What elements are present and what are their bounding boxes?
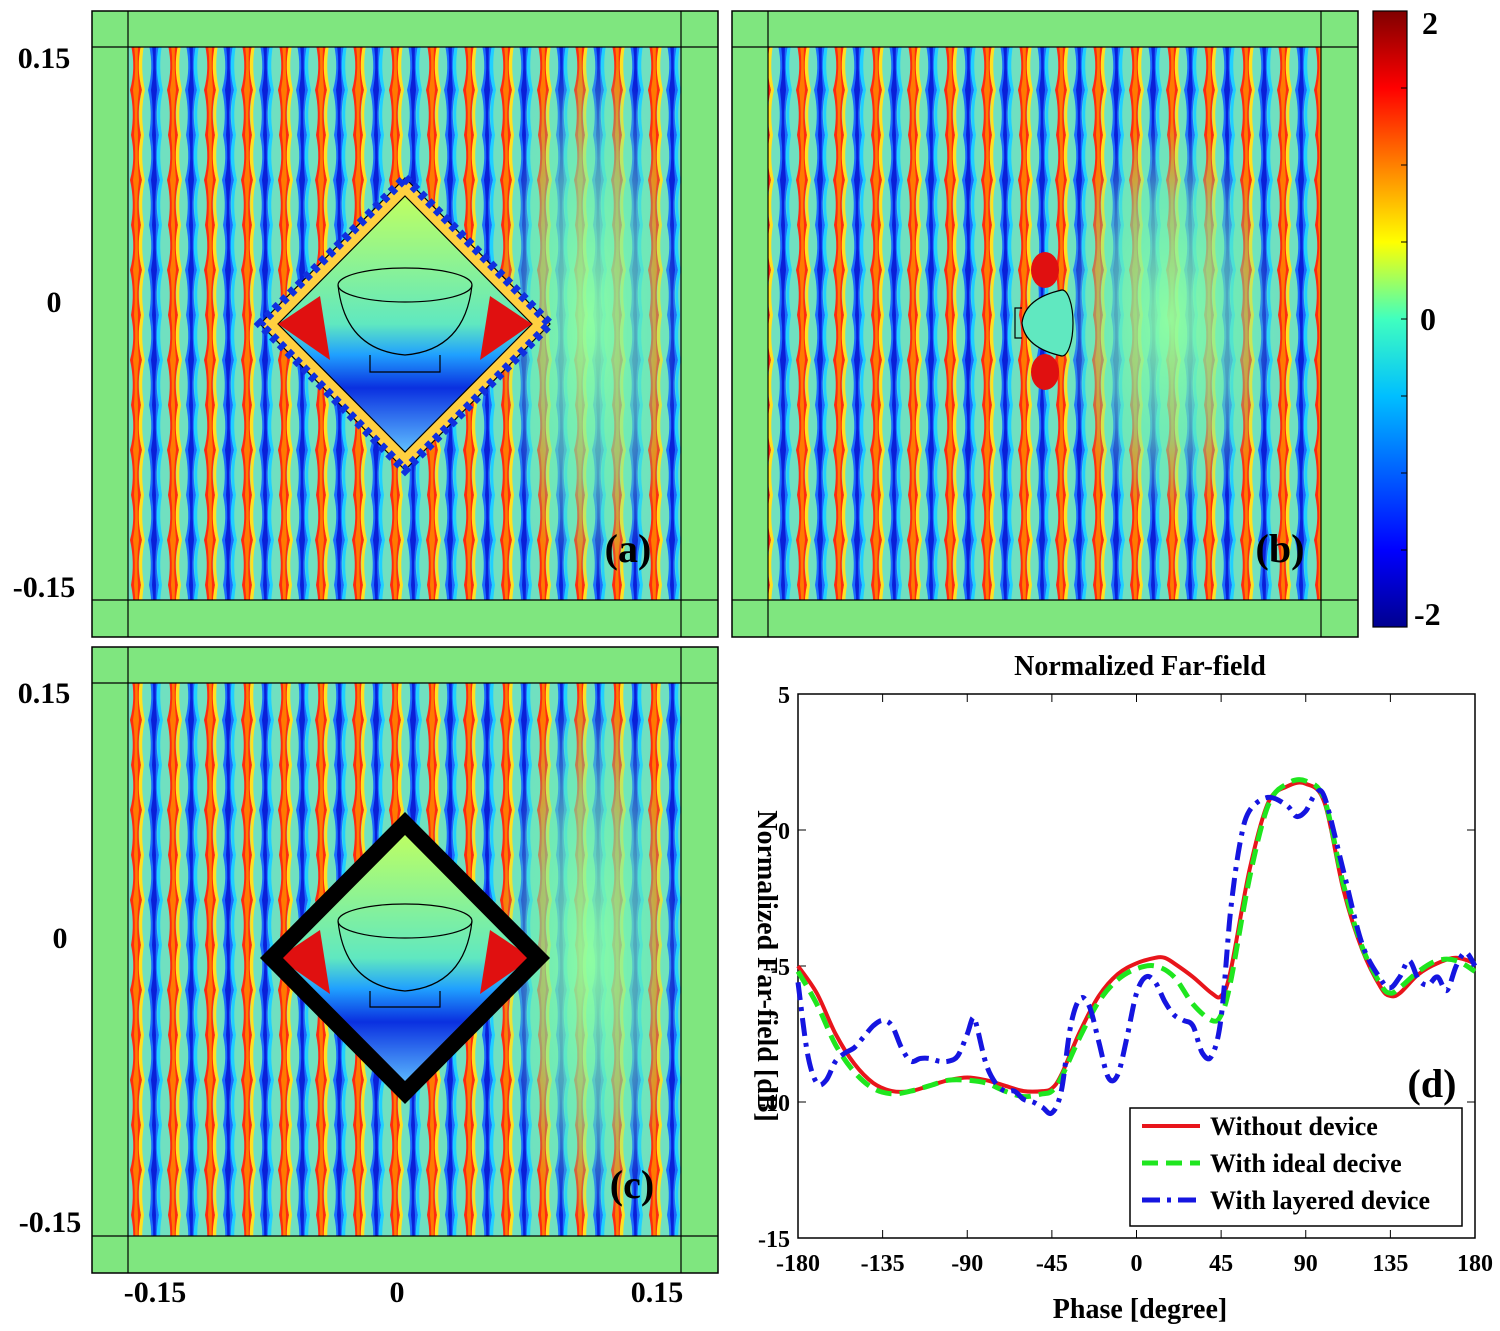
x-tick-right-c: 0.15: [631, 1276, 684, 1309]
y-tick-bottom-a: -0.15: [13, 571, 76, 604]
chart-title: Normalized Far-field: [1014, 651, 1266, 682]
y-tick-label: 5: [778, 683, 790, 709]
field-axis-labels: 0.15 0 -0.15 0.15 0 -0.15 -0.15 0 0.15: [13, 42, 684, 1309]
panel-label-b: (b): [1256, 526, 1305, 571]
forward-shadow: [500, 50, 680, 590]
x-tick-left-c: -0.15: [124, 1276, 187, 1309]
panel-label-d: (d): [1408, 1061, 1457, 1106]
colorbar-max-label: 2: [1422, 5, 1438, 41]
x-tick-label: -45: [1036, 1251, 1068, 1277]
panel-label-c: (c): [610, 1162, 654, 1207]
y-tick-label: -15: [758, 1227, 790, 1253]
x-axis-label: Phase [degree]: [1053, 1294, 1227, 1325]
y-tick-mid-c: 0: [53, 922, 68, 955]
x-tick-label: -135: [861, 1251, 905, 1277]
x-tick-mid-c: 0: [390, 1276, 405, 1309]
series-line-with-layered-device: [795, 787, 1478, 1117]
x-tick-label: 90: [1294, 1251, 1318, 1277]
bare-bowl: [1014, 289, 1074, 357]
legend: Without device With ideal decive With laye…: [1129, 1107, 1463, 1227]
forward-shadow: [500, 688, 680, 1228]
colorbar-min-label: -2: [1414, 596, 1441, 632]
y-tick-label: 0: [778, 819, 790, 845]
cloak-diamond: [253, 171, 557, 477]
colorbar: 2 0 -2: [1372, 5, 1441, 632]
x-tick-label: 0: [1131, 1251, 1143, 1277]
legend-entry-label: Without device: [1210, 1112, 1378, 1141]
field-panel-c: (c): [91, 646, 719, 1274]
x-tick-label: 135: [1372, 1251, 1408, 1277]
y-tick-top-a: 0.15: [18, 42, 71, 75]
layered-cloak-frame: [260, 812, 550, 1104]
x-tick-label: 45: [1209, 1251, 1233, 1277]
forward-shadow: [1060, 120, 1280, 520]
legend-entry-label: With layered device: [1210, 1186, 1430, 1215]
field-panel-a: (a): [91, 10, 719, 638]
colorbar-mid-label: 0: [1420, 301, 1436, 337]
panel-label-a: (a): [605, 526, 652, 571]
y-tick-label: -5: [770, 955, 790, 981]
y-tick-bottom-c: -0.15: [19, 1206, 82, 1239]
x-tick-label: -90: [951, 1251, 983, 1277]
field-panel-b: (b): [731, 10, 1359, 638]
far-field-chart: Normalized Far-field -180 -135 -90 -45 0 45 90…: [751, 651, 1493, 1325]
legend-entry-label: With ideal decive: [1210, 1149, 1402, 1178]
x-tick-label: 180: [1457, 1251, 1493, 1277]
y-axis-label: Normalized Far-field [dB]: [751, 810, 782, 1122]
series-line-with-ideal-decive: [795, 777, 1477, 1100]
y-tick-label: -10: [758, 1091, 790, 1117]
y-tick-top-c: 0.15: [18, 677, 71, 710]
x-tick-label: -180: [776, 1251, 820, 1277]
y-tick-mid-a: 0: [47, 286, 62, 319]
